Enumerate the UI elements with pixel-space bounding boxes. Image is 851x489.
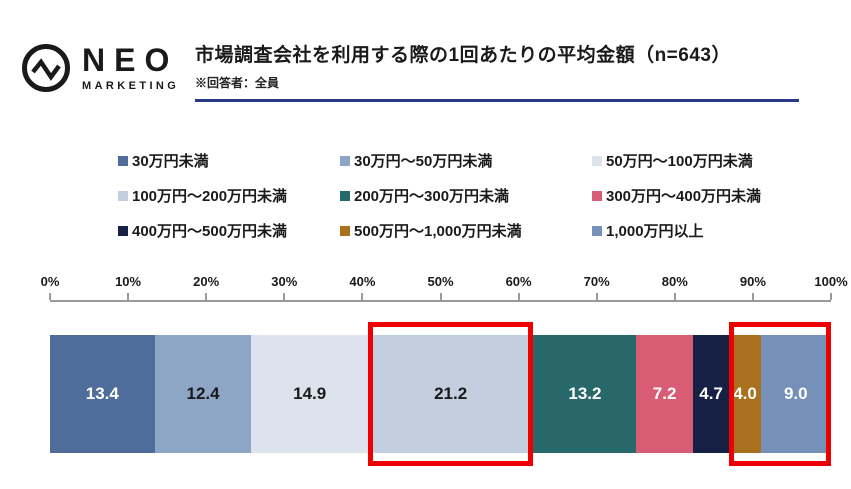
logo-text: NEO MARKETING (82, 44, 179, 92)
x-tick-mark (673, 293, 676, 300)
x-axis-line (50, 300, 831, 302)
legend-item: 1,000万円以上 (592, 220, 761, 241)
legend-swatch (118, 225, 128, 236)
x-tick-mark (830, 293, 832, 300)
stacked-bar: 13.4 12.4 14.9 21.2 13.2 7.2 4.7 4.0 9.0 (50, 322, 831, 466)
legend-label: 100万円～200万円未満 (132, 188, 288, 205)
legend: 30万円未満 30万円～50万円未満 50万円～100万円未満 100万円～200万円… (118, 150, 761, 241)
neo-marketing-logo: NEO MARKETING (20, 42, 179, 94)
legend-label: 400万円～500万円未満 (132, 223, 288, 240)
bar-segment: 7.2 (636, 335, 693, 453)
legend-item: 30万円～50万円未満 (340, 150, 592, 171)
bar-segment: 4.0 (729, 335, 761, 453)
x-tick-mark (439, 293, 442, 300)
x-tick-label: 70% (583, 274, 610, 289)
bar-segment: 12.4 (154, 335, 252, 453)
legend-label: 30万円未満 (132, 153, 209, 170)
title-divider (195, 99, 799, 102)
x-tick-label: 0% (40, 274, 60, 289)
legend-label: 1,000万円以上 (606, 223, 704, 240)
x-tick-label: 40% (349, 274, 376, 289)
x-tick-label: 60% (505, 274, 532, 289)
legend-label: 500万円～1,000万円未満 (354, 223, 522, 240)
chart-area: 0% 10% 20% 30% 40% 50% 60% 70% 80% 90% 100% 13.4 12… (41, 268, 848, 466)
legend-swatch (340, 225, 350, 236)
legend-label: 50万円～100万円未満 (606, 153, 753, 170)
x-tick-mark (49, 293, 51, 300)
x-tick-mark (205, 293, 208, 300)
bar-segment: 13.4 (50, 335, 155, 453)
legend-swatch (340, 190, 350, 201)
legend-label: 30万円～50万円未満 (354, 153, 493, 170)
legend-item: 30万円未満 (118, 150, 340, 171)
x-tick-label: 30% (271, 274, 298, 289)
x-tick-label: 80% (661, 274, 688, 289)
legend-item: 300万円～400万円未満 (592, 185, 761, 206)
title-block: 市場調査会社を利用する際の1回あたりの平均金額（n=643） ※回答者：全員 (195, 40, 803, 102)
legend-label: 200万円～300万円未満 (354, 188, 510, 205)
legend-item: 200万円～300万円未満 (340, 185, 592, 206)
logo-subbrand: MARKETING (82, 80, 180, 92)
legend-swatch (592, 225, 602, 236)
x-tick-mark (517, 293, 520, 300)
x-tick-label: 100% (814, 274, 848, 289)
legend-swatch (340, 155, 350, 166)
x-tick-mark (127, 293, 130, 300)
bar-segment: 14.9 (251, 335, 368, 453)
legend-item: 500万円～1,000万円未満 (340, 220, 592, 241)
page-title: 市場調査会社を利用する際の1回あたりの平均金額（n=643） (195, 45, 731, 66)
x-tick-label: 90% (739, 274, 766, 289)
legend-item: 100万円～200万円未満 (118, 185, 340, 206)
x-tick-label: 50% (427, 274, 454, 289)
legend-item: 400万円～500万円未満 (118, 220, 340, 241)
legend-swatch (118, 190, 128, 201)
bar-segment: 21.2 (367, 335, 534, 453)
x-tick-mark (283, 293, 286, 300)
bar-segment: 9.0 (760, 335, 831, 453)
x-tick-mark (361, 293, 364, 300)
x-axis: 0% 10% 20% 30% 40% 50% 60% 70% 80% 90% 100% (41, 268, 848, 302)
legend-item: 50万円～100万円未満 (592, 150, 761, 171)
bar-segment: 4.7 (692, 335, 730, 453)
legend-label: 300万円～400万円未満 (606, 188, 762, 205)
respondent-note: ※回答者：全員 (195, 76, 280, 90)
logo-brand: NEO (82, 42, 179, 78)
bar-segment: 13.2 (533, 335, 637, 453)
x-tick-label: 10% (115, 274, 142, 289)
legend-swatch (592, 190, 602, 201)
pulse-circle-icon (22, 44, 70, 92)
x-tick-mark (751, 293, 754, 300)
legend-swatch (592, 155, 602, 166)
x-tick-mark (595, 293, 598, 300)
legend-swatch (118, 155, 128, 166)
x-tick-label: 20% (193, 274, 220, 289)
